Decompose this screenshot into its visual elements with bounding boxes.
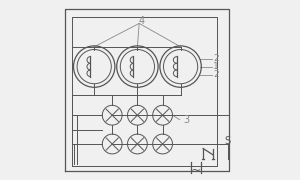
Text: 3: 3 xyxy=(183,115,189,125)
Text: 4: 4 xyxy=(139,16,145,26)
Text: S: S xyxy=(225,136,231,146)
Text: 2: 2 xyxy=(213,54,219,63)
Text: 1: 1 xyxy=(213,62,219,71)
Text: 2: 2 xyxy=(213,70,219,79)
Text: ~: ~ xyxy=(191,164,201,177)
